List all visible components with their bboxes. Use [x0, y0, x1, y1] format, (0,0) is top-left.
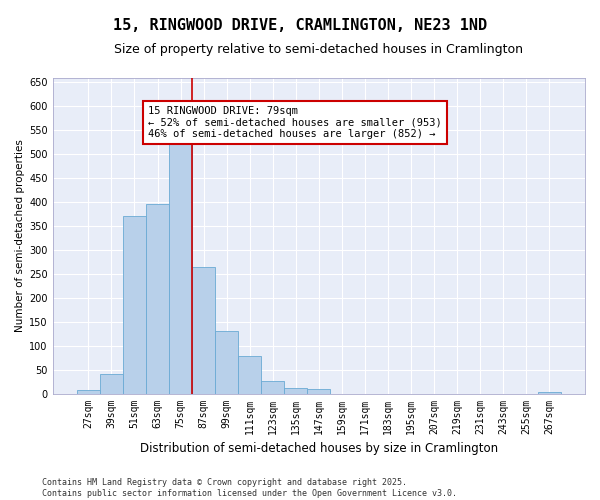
- Bar: [284, 388, 307, 394]
- Bar: [192, 266, 215, 394]
- Bar: [261, 380, 284, 394]
- Title: Size of property relative to semi-detached houses in Cramlington: Size of property relative to semi-detach…: [115, 42, 523, 56]
- Y-axis label: Number of semi-detached properties: Number of semi-detached properties: [15, 139, 25, 332]
- Bar: [123, 216, 146, 394]
- Bar: [100, 374, 123, 394]
- Text: 15 RINGWOOD DRIVE: 79sqm
← 52% of semi-detached houses are smaller (953)
46% of : 15 RINGWOOD DRIVE: 79sqm ← 52% of semi-d…: [148, 106, 442, 139]
- Bar: [146, 204, 169, 394]
- Bar: [307, 389, 331, 394]
- Text: Contains HM Land Registry data © Crown copyright and database right 2025.
Contai: Contains HM Land Registry data © Crown c…: [42, 478, 457, 498]
- Bar: [238, 356, 261, 394]
- Bar: [215, 332, 238, 394]
- Bar: [169, 142, 192, 394]
- X-axis label: Distribution of semi-detached houses by size in Cramlington: Distribution of semi-detached houses by …: [140, 442, 498, 455]
- Bar: [77, 390, 100, 394]
- Text: 15, RINGWOOD DRIVE, CRAMLINGTON, NE23 1ND: 15, RINGWOOD DRIVE, CRAMLINGTON, NE23 1N…: [113, 18, 487, 32]
- Bar: [538, 392, 561, 394]
